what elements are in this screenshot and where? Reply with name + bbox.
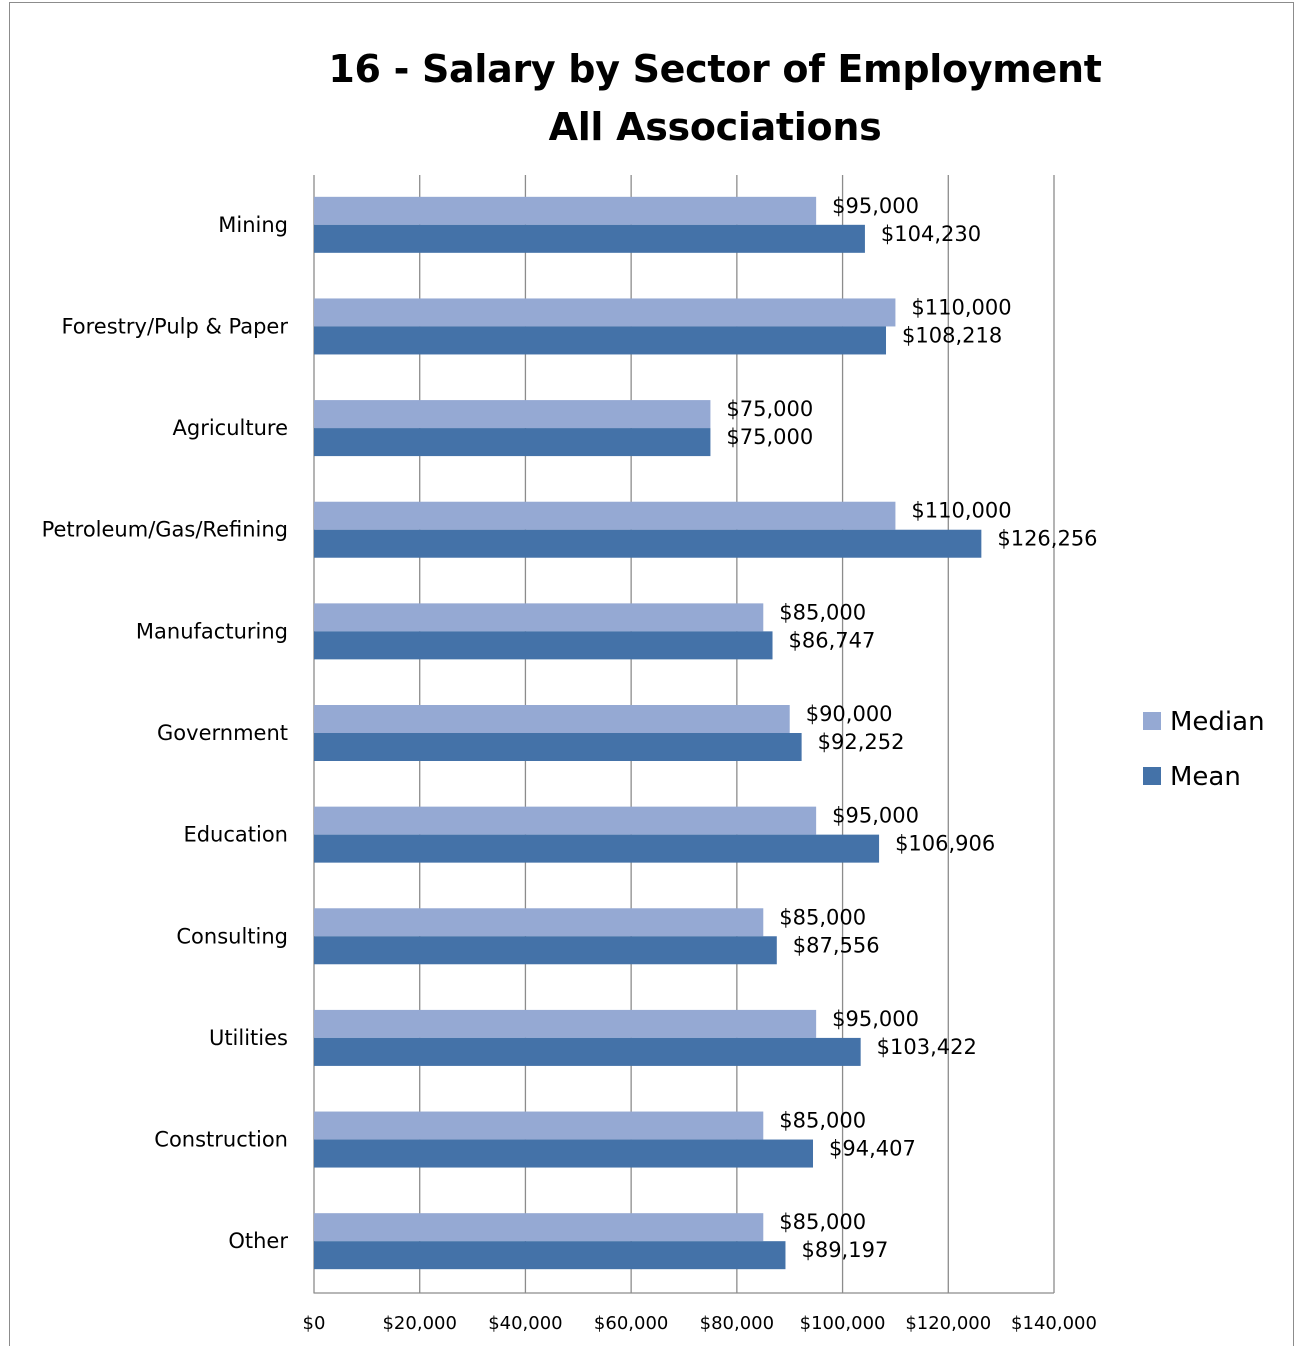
x-tick-label: $20,000 [382, 1313, 456, 1334]
data-label: $104,230 [881, 222, 981, 246]
bar-median [314, 1009, 817, 1038]
bar-mean [314, 733, 802, 761]
x-tick-label: $40,000 [488, 1313, 562, 1334]
category-label: Other [228, 1229, 288, 1253]
data-label: $75,000 [726, 425, 813, 449]
legend-swatch-mean [1143, 767, 1161, 785]
category-label: Manufacturing [136, 619, 288, 643]
data-label: $110,000 [911, 295, 1011, 319]
chart-title-line-2: All Associations [548, 105, 882, 149]
data-label: $126,256 [997, 527, 1097, 551]
bar-median [314, 400, 711, 429]
data-label: $90,000 [806, 702, 893, 726]
x-tick-label: $60,000 [594, 1313, 668, 1334]
bar-mean [314, 1139, 814, 1168]
data-label: $85,000 [779, 600, 866, 624]
data-label: $95,000 [832, 1007, 919, 1031]
bar-median [314, 501, 896, 530]
category-label: Education [183, 823, 288, 847]
category-label: Mining [218, 213, 288, 237]
data-label: $85,000 [779, 1109, 866, 1133]
data-label: $89,197 [801, 1238, 888, 1262]
data-label: $95,000 [832, 194, 919, 218]
data-label: $103,422 [877, 1035, 977, 1059]
legend-swatch-median [1143, 712, 1161, 730]
bar-mean [314, 224, 865, 253]
bar-mean [314, 326, 887, 355]
category-label: Agriculture [173, 416, 289, 440]
category-label: Forestry/Pulp & Paper [61, 314, 288, 338]
chart-frame [9, 2, 1294, 1346]
x-tick-label: $140,000 [1011, 1313, 1097, 1334]
bar-median [314, 908, 764, 937]
data-label: $85,000 [779, 1210, 866, 1234]
legend-label-median: Median [1170, 707, 1265, 737]
bar-median [314, 196, 817, 225]
x-tick-label: $100,000 [800, 1313, 886, 1334]
data-label: $108,218 [902, 323, 1002, 347]
bar-mean [314, 428, 711, 457]
bar-median [314, 603, 764, 632]
data-label: $110,000 [911, 499, 1011, 523]
data-label: $106,906 [895, 832, 995, 856]
data-label: $87,556 [793, 933, 880, 957]
data-label: $86,747 [789, 628, 876, 652]
bar-mean [314, 936, 777, 965]
legend-label-mean: Mean [1170, 762, 1241, 792]
bar-mean [314, 529, 982, 558]
bar-median [314, 705, 790, 733]
x-tick-label: $120,000 [905, 1313, 991, 1334]
data-label: $75,000 [726, 397, 813, 421]
category-label: Consulting [176, 924, 288, 948]
data-label: $85,000 [779, 905, 866, 929]
bar-mean [314, 834, 880, 863]
bar-mean [314, 631, 773, 660]
category-label: Government [157, 721, 288, 745]
bar-median [314, 298, 896, 327]
x-tick-label: $0 [303, 1313, 326, 1334]
data-label: $92,252 [818, 730, 905, 754]
chart-title: 16 - Salary by Sector of Employment All … [0, 40, 1297, 156]
bar-mean [314, 1037, 861, 1066]
x-tick-label: $80,000 [700, 1313, 774, 1334]
bar-median [314, 1111, 764, 1140]
category-label: Utilities [209, 1026, 288, 1050]
category-label: Construction [154, 1128, 288, 1152]
bar-median [314, 806, 817, 835]
chart-title-line-1: 16 - Salary by Sector of Employment [328, 47, 1102, 91]
bar-median [314, 1213, 764, 1242]
category-label: Petroleum/Gas/Refining [42, 518, 288, 542]
data-label: $95,000 [832, 804, 919, 828]
bar-mean [314, 1241, 786, 1270]
data-label: $94,407 [829, 1137, 916, 1161]
